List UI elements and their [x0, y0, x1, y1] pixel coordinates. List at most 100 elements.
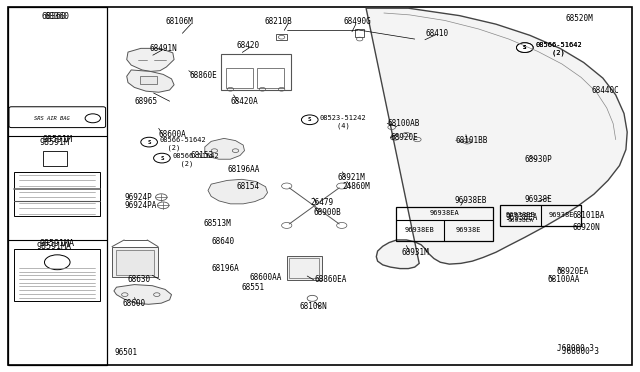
Bar	[112, 247, 158, 277]
Bar	[287, 256, 322, 280]
Text: 68920E: 68920E	[390, 133, 418, 142]
Circle shape	[337, 222, 347, 228]
Circle shape	[516, 43, 533, 52]
Text: 68860EA: 68860EA	[315, 275, 348, 284]
Text: 68153: 68153	[191, 151, 214, 160]
Bar	[289, 258, 319, 278]
Text: 68196AA: 68196AA	[227, 165, 260, 174]
Text: 96938EB: 96938EB	[454, 196, 487, 205]
Text: 68600AA: 68600AA	[250, 273, 282, 282]
Polygon shape	[208, 179, 268, 204]
Text: 08566-51642: 08566-51642	[159, 137, 206, 143]
Text: 08566-51642: 08566-51642	[172, 153, 219, 159]
Text: 68930P: 68930P	[525, 155, 552, 164]
Polygon shape	[366, 8, 627, 269]
Text: 96938EA: 96938EA	[508, 218, 534, 223]
Text: 68630: 68630	[128, 275, 151, 284]
Text: 68600: 68600	[123, 299, 146, 308]
Text: 68106M: 68106M	[165, 17, 193, 26]
Text: 68921M: 68921M	[337, 173, 365, 182]
Text: 68965: 68965	[134, 97, 157, 106]
Bar	[43, 151, 67, 166]
Bar	[500, 205, 581, 226]
Polygon shape	[127, 48, 174, 71]
Circle shape	[282, 222, 292, 228]
Text: J68000 3: J68000 3	[562, 347, 599, 356]
Bar	[8, 7, 107, 365]
Text: 68420: 68420	[237, 41, 260, 50]
Circle shape	[141, 137, 157, 147]
Text: (2): (2)	[172, 160, 193, 167]
Text: 68410: 68410	[426, 29, 449, 38]
Text: 68551: 68551	[242, 283, 265, 292]
Bar	[396, 207, 493, 241]
Circle shape	[282, 183, 292, 189]
Circle shape	[301, 115, 318, 125]
Polygon shape	[114, 285, 172, 304]
Text: (2): (2)	[535, 50, 564, 57]
Text: 98591MA: 98591MA	[40, 239, 75, 248]
Text: 96938EA: 96938EA	[506, 213, 538, 222]
Text: 68360: 68360	[42, 12, 67, 21]
Bar	[221, 54, 291, 90]
Text: 68491N: 68491N	[149, 44, 177, 53]
Text: 96938EB: 96938EB	[506, 212, 536, 218]
Bar	[14, 249, 100, 301]
Text: 96938EA: 96938EA	[429, 210, 459, 216]
Text: J68000 3: J68000 3	[557, 344, 594, 353]
Text: 98591M: 98591M	[40, 138, 69, 147]
Text: 68520M: 68520M	[565, 14, 593, 23]
Text: 98591M: 98591M	[42, 135, 72, 144]
Text: 96938E: 96938E	[456, 227, 481, 233]
Text: 68900B: 68900B	[314, 208, 341, 217]
Text: 96501: 96501	[115, 348, 138, 357]
Bar	[116, 250, 154, 275]
Text: 68420A: 68420A	[230, 97, 258, 106]
Circle shape	[516, 43, 533, 52]
Text: 96938EB: 96938EB	[405, 227, 435, 233]
Text: 68490G: 68490G	[343, 17, 371, 26]
Text: 68108N: 68108N	[300, 302, 328, 311]
Text: S: S	[308, 117, 312, 122]
Polygon shape	[205, 138, 244, 159]
Text: (2): (2)	[535, 50, 564, 57]
Circle shape	[337, 183, 347, 189]
Text: S: S	[160, 155, 164, 161]
Text: 26479: 26479	[310, 198, 333, 207]
Text: SRS AIR BAG: SRS AIR BAG	[35, 116, 70, 121]
Text: 68920EA: 68920EA	[557, 267, 589, 276]
Text: 68101BA: 68101BA	[573, 211, 605, 220]
Text: 98591MA: 98591MA	[37, 242, 72, 251]
Text: 68600A: 68600A	[159, 130, 186, 139]
Text: 68100AB: 68100AB	[387, 119, 420, 128]
Polygon shape	[127, 70, 174, 92]
Text: 68440C: 68440C	[592, 86, 620, 94]
Text: 96938E: 96938E	[525, 195, 552, 203]
Bar	[355, 29, 364, 37]
Text: 96924P: 96924P	[125, 193, 152, 202]
Text: 08566-51642: 08566-51642	[535, 42, 582, 48]
Text: 68360: 68360	[45, 12, 70, 21]
Text: 68931M: 68931M	[402, 248, 429, 257]
Text: 96938E: 96938E	[548, 212, 574, 218]
Text: S: S	[523, 45, 527, 50]
Text: S: S	[147, 140, 151, 145]
Text: 08566-51642: 08566-51642	[535, 42, 582, 48]
Text: 68101BB: 68101BB	[456, 136, 488, 145]
Text: 24860M: 24860M	[342, 182, 370, 191]
Text: (4): (4)	[320, 122, 349, 129]
Text: 68100AA: 68100AA	[547, 275, 580, 284]
Text: S: S	[523, 45, 527, 50]
Text: 68210B: 68210B	[264, 17, 292, 26]
Bar	[226, 68, 253, 88]
Text: 96924PA: 96924PA	[125, 201, 157, 210]
Text: 68920N: 68920N	[573, 223, 600, 232]
Bar	[276, 34, 287, 40]
Text: 68196A: 68196A	[211, 264, 239, 273]
Bar	[14, 172, 100, 216]
Bar	[257, 68, 284, 88]
Text: 08523-51242: 08523-51242	[320, 115, 367, 121]
Bar	[415, 33, 429, 44]
Text: 68640: 68640	[211, 237, 234, 246]
Text: 68860E: 68860E	[189, 71, 217, 80]
